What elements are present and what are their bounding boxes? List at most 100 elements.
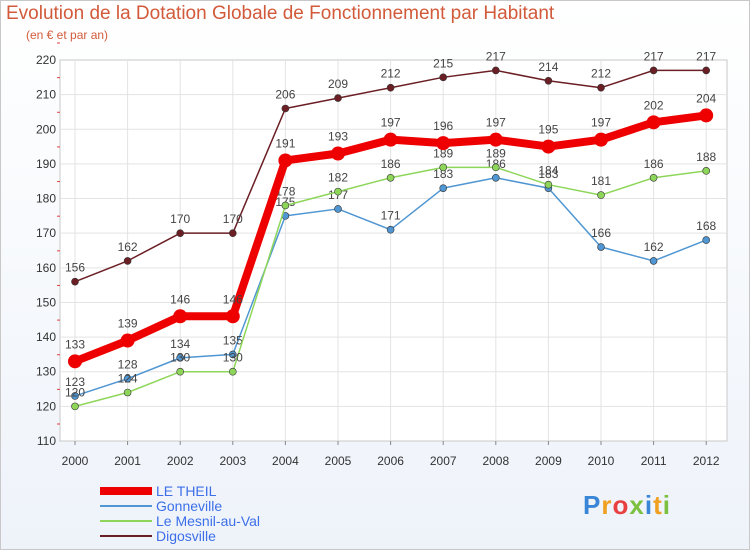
data-label: 195 [538,123,558,137]
logo-letter: i [662,490,671,520]
data-label: 130 [170,351,190,365]
data-label: 166 [591,226,611,240]
data-point [225,309,240,324]
data-point [702,236,711,244]
x-tick-label: 2007 [430,454,457,468]
logo-letter: i [644,490,654,520]
data-point [229,350,237,359]
legend-item: LE THEIL [100,483,260,498]
data-point [278,153,293,168]
data-label: 146 [170,292,190,306]
y-tick-label: 190 [36,157,56,171]
data-label: 197 [486,116,506,130]
data-point [334,94,342,102]
data-label: 120 [65,385,85,399]
data-point [439,184,448,192]
legend-swatch [100,486,152,495]
data-label: 123 [65,375,85,389]
data-point [334,187,342,196]
data-label: 196 [433,119,453,133]
data-point [229,367,237,376]
data-point [594,132,608,147]
data-point [597,243,605,251]
y-tick-label: 180 [36,192,56,206]
data-point [123,388,132,397]
legend-label: LE THEIL [156,482,217,499]
data-label: 182 [328,171,348,185]
x-tick-label: 2003 [219,454,246,468]
data-point [120,333,135,348]
data-point [123,257,132,265]
chart-title: Evolution de la Dotation Globale de Fonc… [6,3,555,24]
x-tick-label: 2002 [167,454,194,468]
data-point [281,104,290,113]
data-point [491,66,500,75]
data-label: 171 [381,209,401,223]
legend-item: Le Mesnil-au-Val [100,513,260,528]
data-point [176,367,184,376]
data-point [173,309,188,324]
data-label: 170 [223,212,243,226]
x-tick-label: 2010 [588,454,615,468]
data-point [597,83,605,92]
data-point [68,354,82,369]
data-label: 202 [644,98,664,112]
data-point [439,163,448,172]
data-point [176,354,184,362]
legend-swatch [100,534,152,537]
data-point [334,205,342,213]
data-point [649,173,658,182]
x-tick-label: 2005 [325,454,352,468]
x-tick-label: 2009 [535,454,562,468]
data-point [491,173,500,182]
y-tick-label: 170 [36,226,56,240]
data-label: 197 [381,116,401,130]
data-point [71,402,79,411]
legend-label: Gonneville [156,497,223,514]
data-point [699,108,714,123]
legend-label: Digosville [156,527,216,544]
data-point [176,229,184,237]
data-label: 212 [381,67,401,81]
data-point [281,201,290,210]
logo-letter: r [601,490,613,520]
data-label: 191 [275,136,295,150]
data-label: 214 [538,60,558,74]
data-point [649,66,658,75]
x-tick-label: 2000 [62,454,89,468]
data-label: 124 [118,372,138,386]
data-label: 217 [644,49,664,63]
data-point [597,191,605,199]
data-point [646,115,661,130]
data-label: 170 [170,212,190,226]
data-point [331,146,345,161]
data-label: 135 [223,333,243,347]
data-label: 206 [275,87,295,101]
data-point [544,76,553,85]
data-label: 133 [65,337,85,351]
data-label: 168 [696,219,716,233]
data-label: 178 [275,184,295,198]
data-point [544,180,553,189]
data-label: 162 [644,240,664,254]
data-point [702,66,711,75]
data-label: 215 [433,56,453,70]
data-label: 139 [118,317,138,331]
data-label: 217 [486,49,506,63]
x-tick-label: 2011 [641,454,667,468]
data-label: 186 [644,157,664,171]
data-label: 189 [433,146,453,160]
series-le-theil: 133 139 146 146 191 193 197 196 197 195 197 202 204 [65,91,717,369]
data-label: 130 [223,351,243,365]
legend-swatch [100,519,152,522]
data-point [71,277,79,286]
logo-letter: t [653,490,663,520]
data-point [123,374,132,383]
data-label: 217 [696,49,716,63]
data-label: 188 [696,150,716,164]
data-label: 204 [696,91,716,105]
data-point [383,132,398,147]
data-point [541,139,556,154]
y-tick-label: 120 [36,399,56,413]
